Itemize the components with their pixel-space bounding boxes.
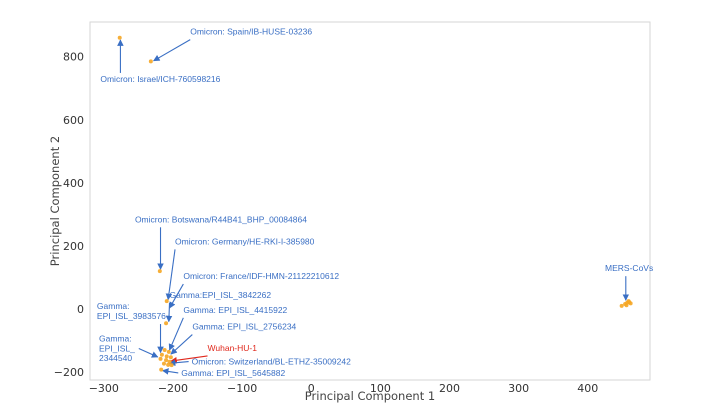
annotation: Omicron: Germany/HE-RKI-I-385980 [165,236,315,301]
data-point [164,299,169,304]
x-tick-label: −300 [89,382,119,395]
annotation-label: Gamma: EPI_ISL_4415922 [183,305,287,315]
annotation-arrow [168,317,184,351]
y-tick-label: 600 [63,114,84,127]
data-point [157,269,162,274]
annotation-label: Omicron: Switzerland/BL-ETHZ-35009242 [192,357,351,367]
annotation-label: Wuhan-HU-1 [208,343,258,353]
annotation: Wuhan-HU-1 [170,343,258,364]
data-point [159,367,164,372]
data-point [117,35,122,40]
annotation-arrow [170,334,193,355]
annotation: Omicron: Israel/ICH-760598216 [100,39,221,84]
annotation: Gamma:EPI_ISL_3842262 [165,290,272,323]
annotation-label: Gamma: EPI_ISL_5645882 [181,368,285,378]
annotation-label: Omicron: Spain/IB-HUSE-03236 [190,27,312,37]
x-tick-label: 200 [439,382,460,395]
data-point [167,359,172,364]
data-point [148,59,153,64]
annotation: Omicron: Botswana/R44B41_BHP_00084864 [135,214,307,270]
x-tick-label: 400 [577,382,598,395]
data-point [164,321,169,326]
data-point [166,362,171,367]
x-tick-label: −200 [158,382,188,395]
annotation-label: Omicron: Israel/ICH-760598216 [100,74,220,84]
annotation-label: Gamma: EPI_ISL_3983576 [97,301,166,321]
data-point [619,303,624,308]
data-point [162,348,167,353]
x-tick-label: 0 [308,382,315,395]
annotation-label: Gamma: EPI_ISL_2756234 [192,322,296,332]
y-tick-label: 800 [63,51,84,64]
annotation-arrow [165,249,176,301]
annotation-label: Gamma: EPI_ISL_ 2344540 [99,334,135,364]
data-point [626,299,631,304]
x-tick-label: −100 [227,382,257,395]
annotation: Omicron: Switzerland/BL-ETHZ-35009242 [168,357,351,367]
x-tick-label: 300 [508,382,529,395]
annotation-arrow [168,359,189,367]
y-axis-label: Principal Component 2 [48,136,62,266]
annotation: Gamma: EPI_ISL_ 2344540 [99,334,159,364]
annotation-label: Omicron: Germany/HE-RKI-I-385980 [175,236,315,246]
annotation: Omicron: Spain/IB-HUSE-03236 [153,27,312,62]
data-point [169,363,174,368]
data-point [166,349,171,354]
annotation-label: MERS-CoVs [605,263,653,273]
y-tick-label: 0 [77,303,84,316]
annotation-arrow [153,39,191,62]
x-axis-label: Principal Component 1 [305,389,435,403]
y-tick-label: −200 [54,366,84,379]
annotation-label: Gamma:EPI_ISL_3842262 [170,290,272,300]
data-point [161,361,166,366]
annotation-arrow [165,302,173,323]
annotation-arrow [170,355,208,364]
annotations: Omicron: Spain/IB-HUSE-03236 Omicron: Isr… [97,27,653,378]
annotation-label: Omicron: Botswana/R44B41_BHP_00084864 [135,214,307,224]
x-tick-label: 100 [370,382,391,395]
annotation: Gamma: EPI_ISL_3983576 [97,301,166,354]
y-tick-label: 400 [63,177,84,190]
annotation-label: Omicron: France/IDF-HMN-21122210612 [183,271,339,281]
data-point [624,303,629,308]
axis-ticks: −300 −200 −100 0 100 200 300 400 −200 0 200 400 600 8… [54,51,598,395]
data-points [117,35,633,372]
annotation-arrow [161,368,179,375]
y-tick-label: 200 [63,240,84,253]
annotation: Gamma: EPI_ISL_4415922 [168,305,288,351]
data-point [164,358,169,363]
annotation: MERS-CoVs [605,263,653,301]
data-point [168,355,173,360]
annotation: Gamma: EPI_ISL_2756234 [170,322,297,355]
data-point [159,352,164,357]
annotation: Gamma: EPI_ISL_5645882 [161,368,285,378]
annotation: Omicron: France/IDF-HMN-21122210612 [169,271,339,309]
plot-frame [89,21,651,381]
annotation-arrow [169,283,184,309]
data-point [158,356,163,361]
annotation-arrow [138,348,159,358]
data-point [164,354,169,359]
